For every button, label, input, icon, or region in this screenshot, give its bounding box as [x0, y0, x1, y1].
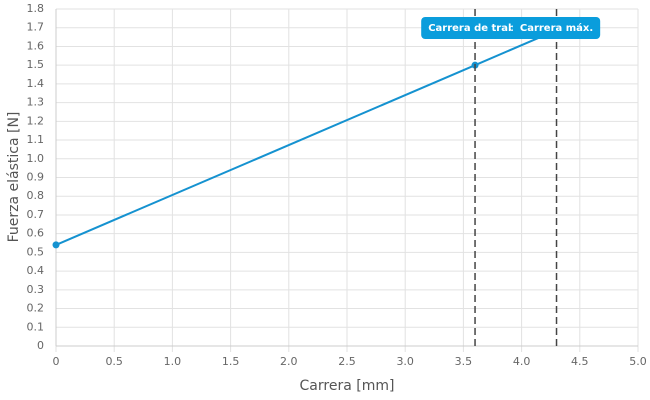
x-tick-label: 2.5: [338, 355, 356, 368]
y-tick-label: 1.6: [27, 39, 45, 52]
annotation-box: [421, 17, 529, 39]
x-tick-label: 4.5: [571, 355, 589, 368]
annotation-text: Carrera de traba: [428, 23, 522, 34]
y-tick-label: 1.1: [27, 133, 45, 146]
y-tick-label: 1.5: [27, 58, 45, 71]
y-tick-label: 1.2: [27, 114, 45, 127]
annotation-label: Carrera máx.: [512, 17, 601, 39]
point: [52, 241, 60, 249]
x-tick-label: 1.0: [164, 355, 182, 368]
annotation-box: [512, 17, 601, 39]
y-tick-label: 1.7: [27, 21, 45, 34]
x-tick-label: 0.5: [105, 355, 123, 368]
x-tick-label: 3.5: [455, 355, 473, 368]
annotation-label: Carrera de traba: [421, 17, 529, 39]
x-tick-label: 1.5: [222, 355, 240, 368]
x-tick-label: 3.0: [396, 355, 414, 368]
x-tick-label: 5.0: [629, 355, 647, 368]
y-axis-title: Fuerza elástica [N]: [6, 112, 22, 243]
y-tick-label: 1.8: [27, 2, 45, 15]
y-tick-label: 0.6: [27, 227, 45, 240]
y-tick-label: 1.3: [27, 96, 45, 109]
annotation-text: Carrera máx.: [520, 22, 593, 34]
y-tick-label: 0.8: [27, 189, 45, 202]
x-tick-label: 4.0: [513, 355, 531, 368]
line: [55, 29, 557, 246]
y-tick-label: 0.9: [27, 171, 45, 184]
y-tick-label: 0.1: [27, 320, 45, 333]
x-tick-label: 2.0: [280, 355, 298, 368]
y-tick-label: 1.0: [27, 152, 45, 165]
x-axis-title: Carrera [mm]: [300, 378, 395, 394]
y-tick-label: 0.5: [27, 245, 45, 258]
y-tick-label: 0.4: [27, 264, 45, 277]
y-tick-label: 0: [37, 339, 44, 352]
y-tick-label: 0.7: [27, 208, 45, 221]
x-tick-label: 0: [53, 355, 60, 368]
y-tick-label: 0.3: [27, 283, 45, 296]
y-tick-label: 1.4: [27, 77, 45, 90]
y-tick-label: 0.2: [27, 302, 45, 315]
